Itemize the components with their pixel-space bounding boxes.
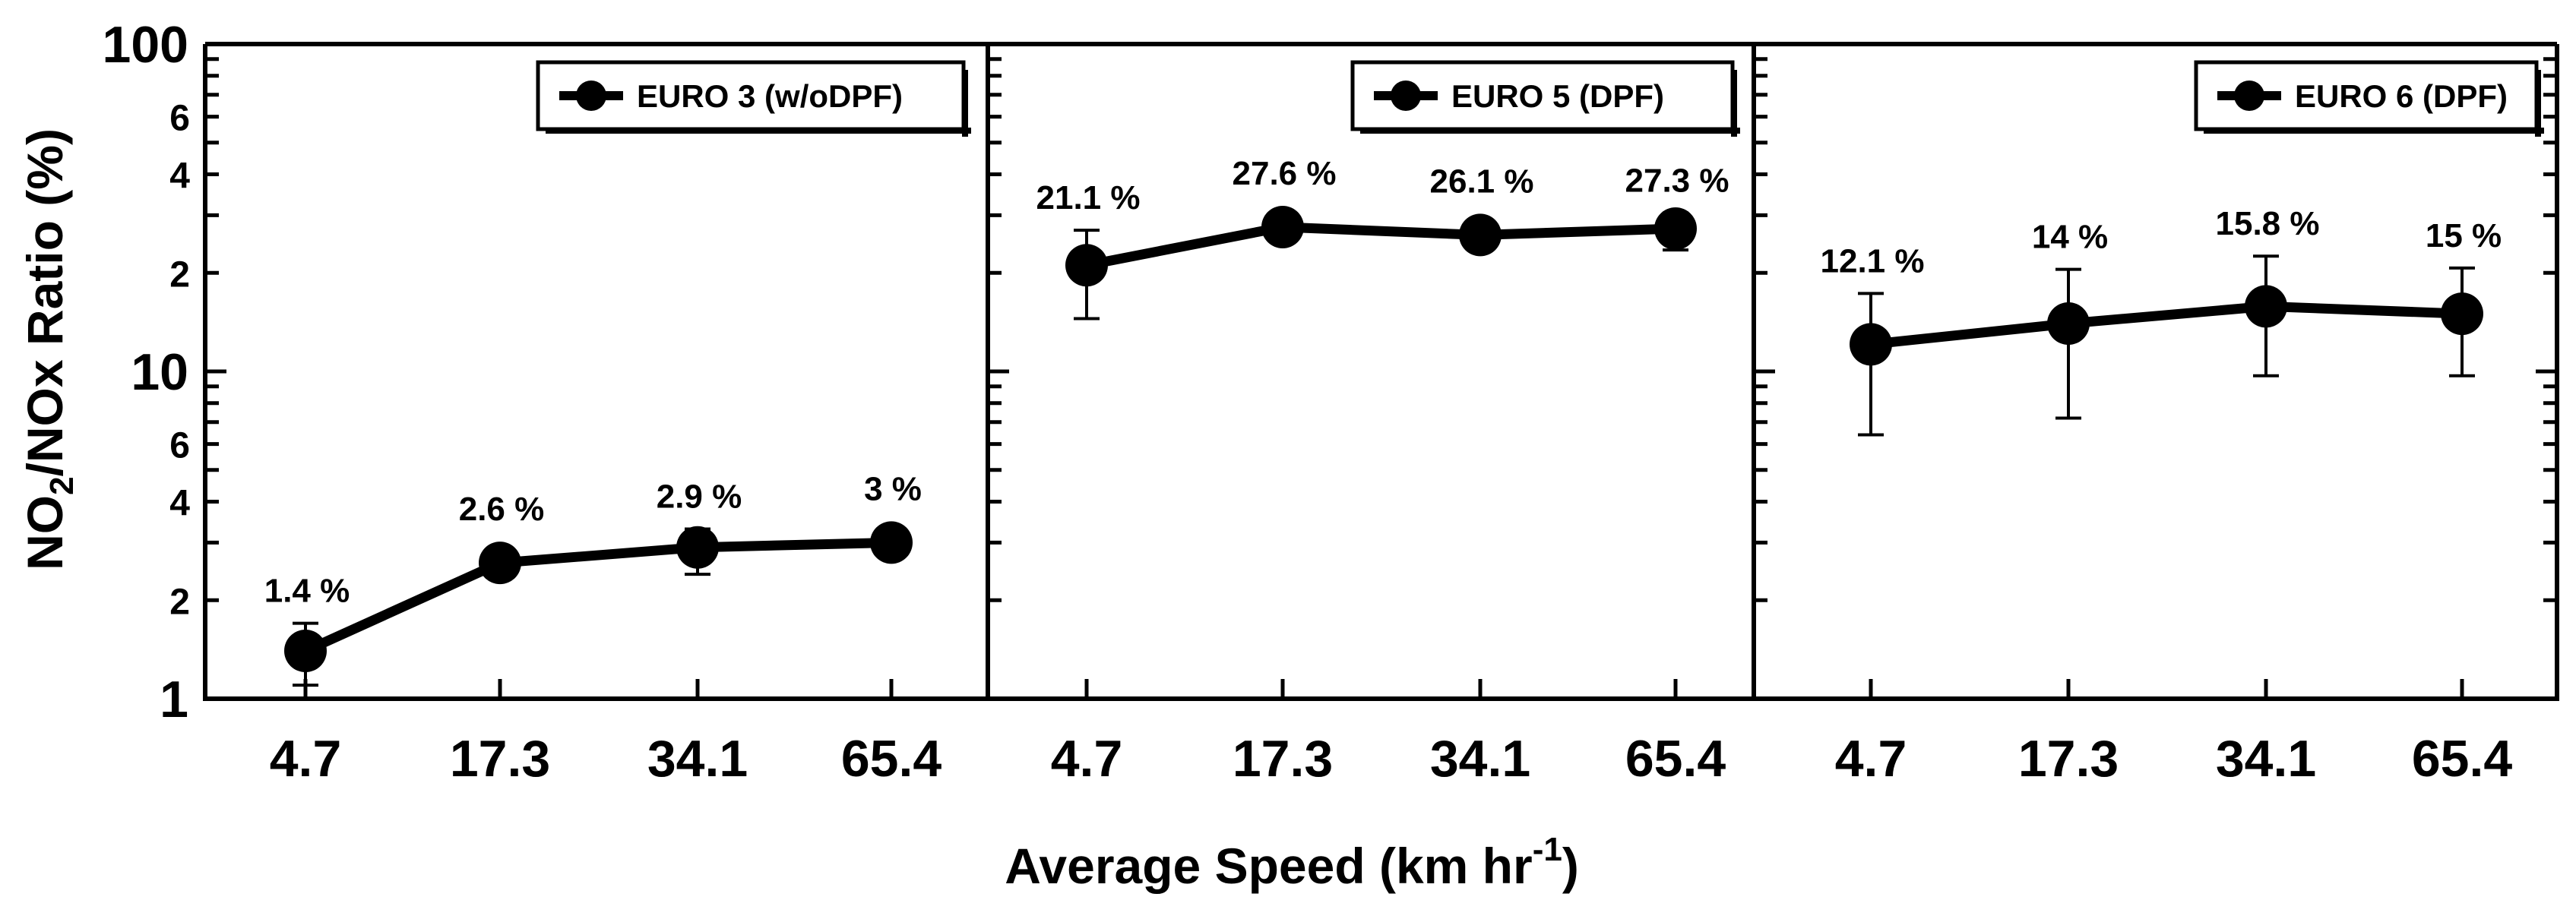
data-label-p1: 3 % [864,470,922,507]
legend-shadow-bottom-p2 [1360,128,1740,134]
y-tick-label-minor: 4 [169,484,190,524]
data-point-p3 [2245,285,2287,328]
legend-shadow-right-p2 [1731,70,1737,137]
data-point-p3 [2441,292,2483,336]
data-point-p1 [676,526,719,569]
data-point-p3 [2047,302,2090,346]
legend-marker-p1 [576,81,606,111]
y-axis-title: NO2/NOx Ratio (%) [17,128,81,570]
legend-label-p2: EURO 5 (DPF) [1451,78,1664,114]
x-tick-label: 34.1 [1430,730,1530,788]
legend-shadow-bottom-p3 [2204,128,2544,134]
data-point-p3 [1850,323,1892,366]
series-line-p3 [1870,301,2463,349]
data-label-p3: 15 % [2426,217,2502,254]
legend-label-p3: EURO 6 (DPF) [2295,78,2508,114]
x-axis-title: Average Speed (km hr-1) [1005,831,1579,894]
x-tick-label: 4.7 [1835,730,1907,788]
y-axis-title-rest: /NOx Ratio (%) [17,128,73,476]
y-tick-label-minor: 6 [169,426,190,466]
axes-layer [203,42,2559,701]
legend-shadow-right-p3 [2535,70,2541,137]
data-label-p3: 14 % [2032,219,2108,256]
data-label-p3: 15.8 % [2216,205,2320,242]
y-tick-label: 100 [103,16,188,74]
x-tick-label: 4.7 [1051,730,1123,788]
data-label-p1: 1.4 % [264,573,350,610]
data-label-p1: 2.9 % [657,478,742,516]
data-label-p2: 26.1 % [1430,163,1534,200]
data-point-p2 [1654,207,1697,251]
y-tick-label-minor: 2 [169,254,190,295]
data-point-p1 [479,542,521,585]
x-axis-title-base: Average Speed (km hr [1005,838,1532,894]
y-tick-label-minor: 2 [169,582,190,622]
y-tick-label: 1 [160,671,188,728]
x-tick-label: 65.4 [841,730,942,788]
legend-marker-p2 [1391,81,1421,111]
data-point-p2 [1065,244,1108,287]
x-tick-label: 65.4 [2412,730,2513,788]
x-axis-title-end: ) [1562,838,1579,894]
y-axis-title-sub: 2 [43,476,81,494]
legend-shadow-right-p1 [962,70,968,137]
series-layer: 1.4 % 2.6 % 2.9 % 3 % 21.1 % 27.6 % 26.1 % 27.3… [264,155,2502,687]
y-axis-title-base: NO [17,495,73,570]
y-tick-label: 10 [131,343,188,401]
x-tick-label: 65.4 [1625,730,1726,788]
data-label-p3: 12.1 % [1821,242,1925,279]
data-label-p1: 2.6 % [459,491,545,528]
y-tick-label-minor: 6 [169,99,190,139]
data-label-p2: 27.3 % [1625,162,1729,199]
y-tick-label-minor: 4 [169,156,190,197]
legend-layer: EURO 3 (w/oDPF) EURO 5 (DPF) EURO 6 (DPF) [536,60,2544,137]
legend-marker-p3 [2234,81,2264,111]
data-point-p1 [284,630,327,673]
series-line-p2 [1085,222,1676,270]
x-tick-label: 17.3 [450,730,550,788]
x-tick-label: 17.3 [2018,730,2119,788]
x-tick-label: 34.1 [2216,730,2316,788]
legend-label-p1: EURO 3 (w/oDPF) [637,78,903,114]
data-label-p2: 21.1 % [1036,179,1141,216]
x-axis-title-sup: -1 [1533,831,1562,868]
x-tick-label: 34.1 [647,730,748,788]
data-point-p2 [1459,213,1502,257]
series-line-p1 [303,537,892,655]
data-point-p2 [1261,205,1304,248]
legend-shadow-bottom-p1 [546,128,971,134]
ticks-layer: 1 10 100 2 2 4 4 6 6 4.7 17.3 34.1 65.4 4.7 17.3 34.1 65… [103,16,2557,788]
x-tick-label: 17.3 [1233,730,1333,788]
x-tick-label: 4.7 [270,730,342,788]
data-label-p2: 27.6 % [1233,155,1337,192]
data-point-p1 [870,521,913,564]
